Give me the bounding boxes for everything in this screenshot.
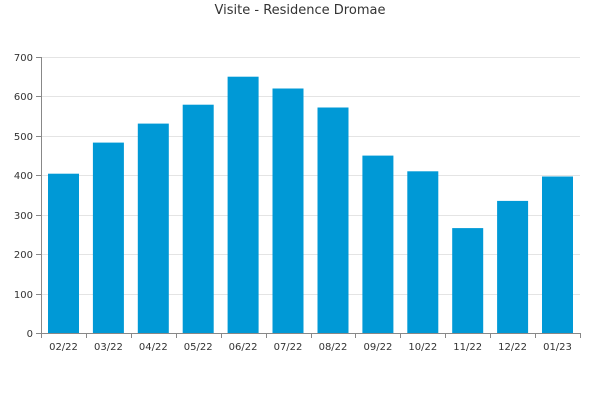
x-tick-label: 02/22 xyxy=(49,342,78,353)
y-tick-label: 600 xyxy=(14,92,33,103)
bar xyxy=(452,228,484,333)
x-tick-label: 08/22 xyxy=(319,342,348,353)
y-tick-label: 500 xyxy=(14,132,33,143)
x-tick-label: 05/22 xyxy=(184,342,213,353)
x-tick-label: 07/22 xyxy=(274,342,303,353)
bar xyxy=(362,155,394,333)
x-tick-label: 10/22 xyxy=(408,342,437,353)
bar xyxy=(227,76,259,333)
y-tick-label: 700 xyxy=(14,53,33,64)
y-tick-label: 400 xyxy=(14,171,33,182)
bar xyxy=(182,104,214,333)
bar xyxy=(407,171,439,333)
bar xyxy=(317,107,349,333)
bar xyxy=(92,142,124,333)
y-tick-label: 300 xyxy=(14,211,33,222)
bar xyxy=(542,176,573,333)
chart-title: Visite - Residence Dromae xyxy=(214,3,386,18)
x-tick-label: 06/22 xyxy=(229,342,258,353)
bar xyxy=(497,200,529,333)
x-tick-label: 04/22 xyxy=(139,342,168,353)
x-tick-label: 12/22 xyxy=(498,342,527,353)
x-tick-label: 03/22 xyxy=(94,342,123,353)
y-tick-label: 100 xyxy=(14,290,33,301)
y-tick-label: 0 xyxy=(27,329,33,340)
x-tick-label: 01/23 xyxy=(543,342,572,353)
x-tick-label: 11/22 xyxy=(453,342,482,353)
x-tick-label: 09/22 xyxy=(363,342,392,353)
y-tick-label: 200 xyxy=(14,250,33,261)
bar xyxy=(272,88,304,333)
bar xyxy=(48,173,79,333)
bar xyxy=(137,123,169,333)
